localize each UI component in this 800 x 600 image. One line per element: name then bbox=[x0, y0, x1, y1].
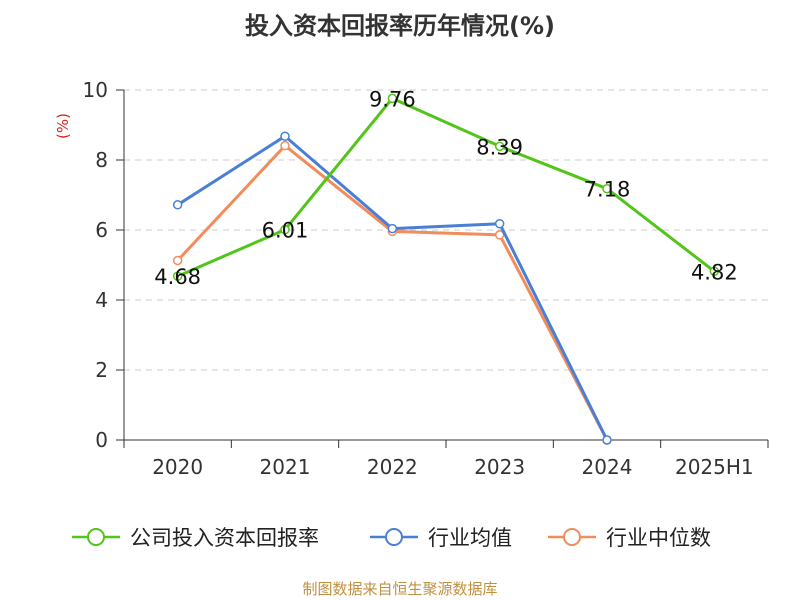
y-tick-label: 4 bbox=[95, 288, 108, 312]
data-point bbox=[280, 224, 290, 235]
data-point bbox=[172, 200, 183, 210]
y-tick-label: 6 bbox=[95, 218, 108, 242]
data-point bbox=[709, 266, 720, 277]
series-layer bbox=[172, 93, 720, 445]
data-point bbox=[387, 223, 398, 234]
axes: 0 2 4 6 8 10 2020 2021 2022 2023 2024 2025H1 bbox=[83, 78, 769, 479]
x-tick-label: 2020 bbox=[152, 455, 203, 479]
x-tick-label: 2022 bbox=[367, 455, 418, 479]
data-point bbox=[494, 141, 505, 152]
data-point bbox=[602, 435, 612, 445]
legend: 公司投入资本回报率 行业均值 行业中位数 bbox=[72, 526, 711, 550]
y-tick-label: 8 bbox=[95, 148, 108, 172]
legend-marker bbox=[87, 528, 105, 546]
data-point bbox=[280, 140, 290, 151]
legend-label: 公司投入资本回报率 bbox=[130, 526, 319, 550]
legend-marker bbox=[563, 528, 581, 546]
data-label: 7.18 bbox=[584, 178, 631, 202]
x-tick-label: 2024 bbox=[582, 455, 633, 479]
data-label: 4.68 bbox=[154, 265, 201, 289]
x-tick-label: 2021 bbox=[260, 455, 311, 479]
data-label: 6.01 bbox=[262, 219, 309, 243]
series-line bbox=[176, 134, 609, 441]
y-tick-label: 0 bbox=[95, 428, 108, 452]
y-axis-label: (%) bbox=[54, 113, 72, 139]
data-point bbox=[602, 183, 612, 194]
legend-label: 行业均值 bbox=[428, 526, 512, 550]
series-line bbox=[177, 96, 716, 278]
data-point bbox=[494, 218, 505, 229]
data-point bbox=[387, 93, 398, 104]
data-point bbox=[172, 271, 183, 281]
data-label: 9.76 bbox=[369, 87, 416, 111]
data-label: 8.39 bbox=[476, 135, 523, 159]
x-tick-label: 2025H1 bbox=[675, 455, 754, 479]
data-point bbox=[172, 255, 183, 266]
chart-title: 投入资本回报率历年情况(%) bbox=[245, 12, 555, 40]
source-note: 制图数据来自恒生聚源数据库 bbox=[302, 580, 497, 598]
grid-lines bbox=[124, 89, 768, 371]
series-line bbox=[176, 144, 609, 441]
legend-marker bbox=[385, 528, 403, 546]
data-point bbox=[280, 131, 290, 141]
data-label: 4.82 bbox=[691, 260, 738, 284]
data-labels: 4.68 6.01 9.76 8.39 7.18 4.82 bbox=[154, 87, 737, 289]
x-tick-label: 2023 bbox=[474, 455, 525, 479]
y-tick-label: 10 bbox=[83, 78, 108, 102]
legend-label: 行业中位数 bbox=[606, 526, 711, 550]
y-tick-label: 2 bbox=[95, 358, 108, 382]
